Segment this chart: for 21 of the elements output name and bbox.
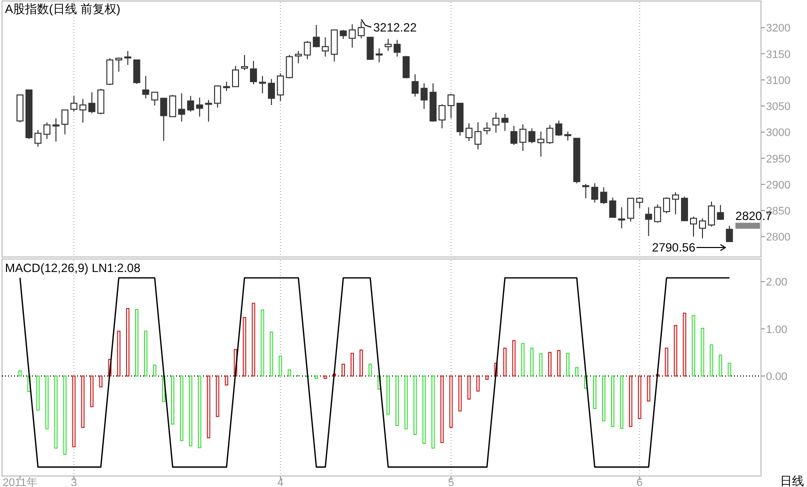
x-tick-label: 3 [70, 477, 77, 487]
y-tick-label: 2800 [766, 232, 790, 244]
text: 日线 [780, 474, 804, 487]
y-tick-label: 2900 [766, 179, 790, 192]
y-tick-label: 2.00 [766, 276, 788, 289]
chart-title: A股指数(日线 前复权) [5, 2, 120, 16]
y-tick-label: 2950 [766, 153, 790, 166]
y-tick-label: 3100 [766, 74, 790, 87]
x-tick-label: 2011年 [2, 477, 38, 487]
x-tick-label: 6 [636, 477, 643, 487]
x-tick-label: 4 [277, 477, 284, 487]
y-tick-label: 0.00 [766, 370, 788, 383]
annotation: 3212.22 [373, 20, 417, 34]
y-tick-label: 3200 [766, 22, 790, 35]
x-tick-label: 5 [448, 477, 454, 487]
y-tick-label: 1.00 [766, 324, 788, 336]
y-tick-label: 3050 [766, 101, 790, 114]
y-tick-label: 3150 [766, 48, 790, 61]
annotation: 2790.56 [652, 240, 696, 255]
chart-title: MACD(12,26,9) LN1:2.08 [5, 261, 141, 275]
y-tick-label: 3000 [766, 127, 790, 140]
